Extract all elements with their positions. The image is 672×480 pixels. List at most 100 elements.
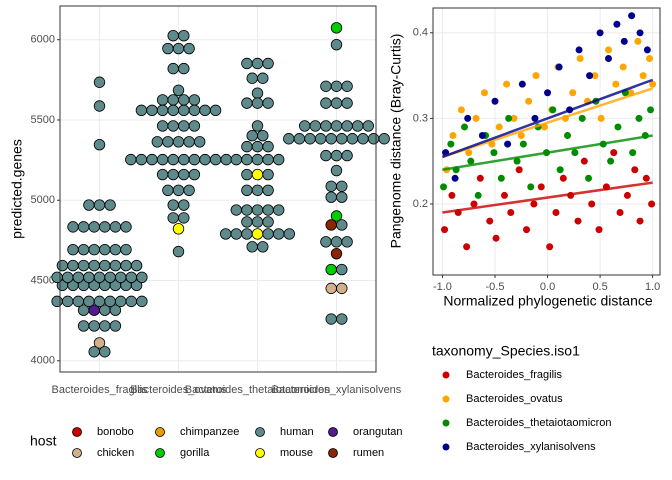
dot <box>67 221 79 233</box>
dot <box>77 221 90 233</box>
dot <box>241 204 253 216</box>
dot <box>251 204 264 216</box>
point <box>580 157 588 165</box>
dot <box>330 22 343 34</box>
dot <box>172 223 185 235</box>
dot <box>320 97 332 109</box>
point <box>513 157 521 165</box>
point <box>597 114 605 122</box>
dot <box>325 133 337 145</box>
point <box>504 140 512 148</box>
point <box>569 89 577 97</box>
dot <box>156 168 169 181</box>
dot <box>136 295 148 308</box>
dot <box>93 199 106 211</box>
dot <box>120 221 132 233</box>
dot <box>320 120 332 132</box>
dot <box>178 94 190 106</box>
point <box>552 209 560 217</box>
point <box>613 20 621 28</box>
point <box>467 157 475 165</box>
dot <box>336 219 348 231</box>
dot <box>109 243 122 256</box>
y-tick-label: 0.3 <box>413 112 428 124</box>
point <box>576 54 584 62</box>
dot <box>93 337 106 349</box>
dot <box>336 133 348 145</box>
dot <box>178 153 190 166</box>
dot <box>309 120 322 132</box>
dot <box>109 304 122 316</box>
dot <box>262 97 274 109</box>
dot <box>251 140 264 153</box>
y-tick-label: 0.2 <box>413 198 428 210</box>
dot <box>135 104 148 117</box>
legend-swatch <box>442 371 450 379</box>
point <box>612 80 620 88</box>
dot <box>172 84 185 96</box>
legend-swatch <box>155 427 165 437</box>
dot <box>83 295 95 308</box>
dot <box>167 168 179 181</box>
dot <box>156 153 169 166</box>
dot <box>251 184 264 196</box>
point <box>478 132 486 140</box>
dot <box>125 153 137 166</box>
x-tick-label: -0.5 <box>486 281 505 293</box>
legend-label: Bacteroides_xylanisolvens <box>466 441 596 453</box>
panel-2 <box>432 7 661 276</box>
point <box>575 46 583 54</box>
dot <box>241 228 253 240</box>
dot <box>188 94 201 106</box>
dot <box>167 94 179 106</box>
point <box>497 174 505 182</box>
point <box>465 149 473 157</box>
dot <box>72 271 85 283</box>
dot <box>77 259 90 272</box>
dot <box>336 180 348 192</box>
dot <box>178 29 190 42</box>
legend-label: mouse <box>280 447 313 459</box>
legend-label: gorilla <box>180 447 210 459</box>
legend-label: Bacteroides_thetaiotaomicron <box>466 417 612 429</box>
point <box>605 46 613 54</box>
dot <box>188 104 201 117</box>
dot <box>67 243 79 256</box>
dot <box>262 216 274 228</box>
dot <box>220 153 232 166</box>
dot <box>330 38 343 51</box>
dot <box>88 346 100 358</box>
y-tick-label: 0.4 <box>413 27 428 39</box>
x-tick-label: Bacteroides_ovatus <box>130 384 227 396</box>
dot <box>93 138 106 151</box>
point <box>447 140 455 148</box>
point <box>595 226 603 234</box>
point <box>492 234 500 242</box>
dot <box>367 133 380 145</box>
dot <box>262 204 274 216</box>
x-tick-label: Bacteroides_xylanisolvens <box>272 384 402 396</box>
point <box>643 46 651 54</box>
legend-title: taxonomy_Species.iso1 <box>432 343 580 359</box>
dot <box>83 271 95 283</box>
y-tick-label: 4000 <box>31 355 55 367</box>
dot <box>167 199 179 211</box>
dot <box>209 104 222 117</box>
point <box>449 132 457 140</box>
dot <box>346 133 359 145</box>
point <box>645 54 653 62</box>
point <box>441 226 449 234</box>
dot <box>273 204 285 216</box>
point <box>544 89 552 97</box>
dot <box>246 241 258 253</box>
dot <box>61 271 74 283</box>
dot <box>99 221 111 233</box>
trend-line <box>442 181 653 214</box>
legend-swatch <box>255 427 265 437</box>
dot <box>99 346 111 358</box>
dot <box>104 271 116 283</box>
dot <box>109 221 122 233</box>
dot <box>183 184 195 196</box>
dot <box>257 130 269 142</box>
dot <box>167 29 179 42</box>
